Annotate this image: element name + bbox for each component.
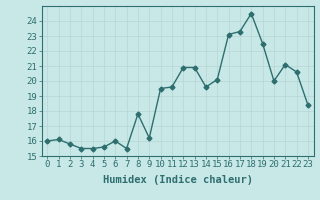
X-axis label: Humidex (Indice chaleur): Humidex (Indice chaleur) — [103, 175, 252, 185]
